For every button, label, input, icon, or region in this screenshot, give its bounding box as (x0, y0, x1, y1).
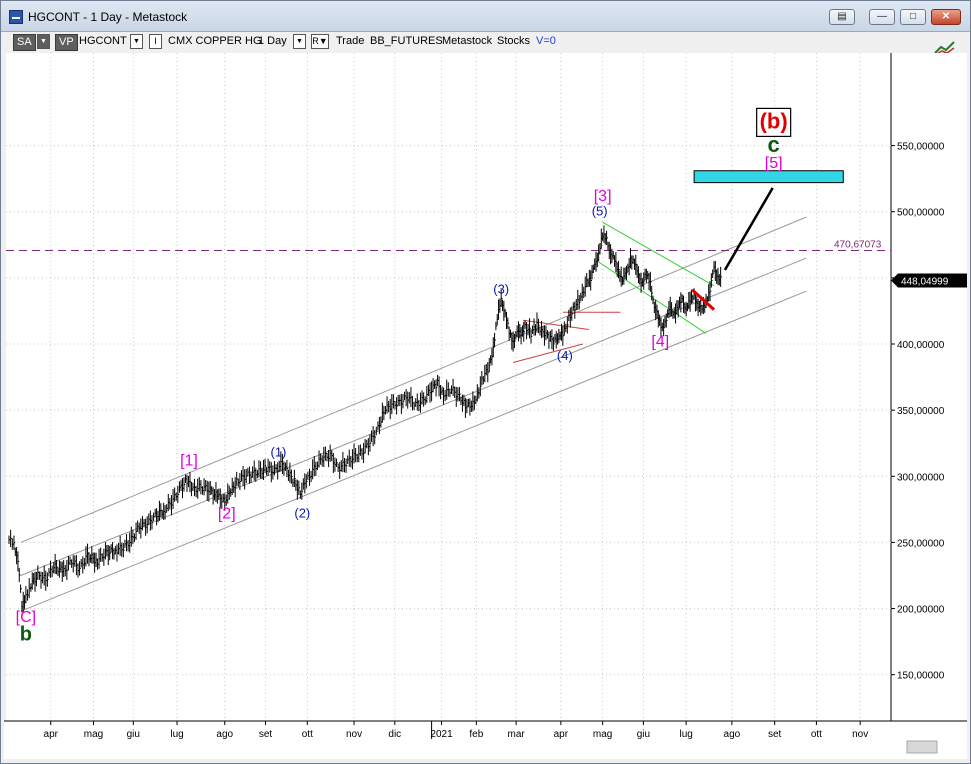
source-label: BB_FUTURES (370, 35, 443, 47)
target-zone-box[interactable] (693, 170, 844, 184)
x-tick-label-10: feb (469, 729, 483, 740)
sa-button[interactable]: SA (13, 34, 36, 51)
last-price-label: 448,04999 (901, 276, 949, 287)
x-tick-label-4: ago (216, 729, 233, 740)
x-tick-label-19: nov (852, 729, 868, 740)
v-label: V=0 (536, 35, 556, 47)
x-tick-label-13: mag (593, 729, 612, 740)
minimize-button[interactable]: — (869, 9, 895, 25)
vp-button[interactable]: VP (55, 34, 78, 51)
trade-label: Trade (336, 35, 365, 47)
projection-line[interactable] (723, 187, 774, 271)
symbol-dropdown-icon[interactable]: ▼ (130, 34, 143, 49)
y-axis-panel (891, 53, 967, 721)
y-tick-label-2: 250,00000 (897, 538, 945, 549)
wave-label-7: (4) (557, 348, 573, 363)
wave-label-3: [2] (218, 506, 236, 523)
horizontal-scrollbar-thumb[interactable] (906, 740, 938, 754)
x-tick-label-5: set (259, 729, 273, 740)
x-tick-label-7: nov (346, 729, 362, 740)
x-tick-label-6: ott (302, 729, 313, 740)
restore-button[interactable]: ▤ (829, 9, 855, 25)
wave-label-9: [3] (594, 188, 612, 205)
x-tick-label-8: dic (388, 729, 401, 740)
chart-app-icon (9, 10, 23, 24)
trend-channel-line-2[interactable] (20, 290, 807, 612)
wave-label-1: b (20, 623, 32, 645)
wave-label-10: [4] (651, 334, 669, 351)
r-button[interactable]: R▼ (311, 34, 329, 49)
y-tick-label-7: 500,00000 (897, 208, 945, 219)
chart-toolbar: SA ▼ VP HGCONT ▼ I CMX COPPER HG 1 Day ▼… (5, 32, 967, 52)
y-tick-label-0: 150,00000 (897, 671, 945, 682)
y-tick-label-3: 300,00000 (897, 472, 945, 483)
wave-label-13: (b) (760, 108, 788, 133)
period-label[interactable]: 1 Day (258, 35, 287, 47)
wave-label-box (756, 107, 792, 137)
stocks-label: Stocks (497, 35, 531, 47)
x-tick-label-2: giu (127, 729, 140, 740)
wave-label-12: c (768, 132, 780, 157)
wave-label-2: [1] (180, 453, 198, 470)
x-tick-label-3: lug (170, 729, 183, 740)
wave-label-4: (1) (271, 444, 287, 459)
down-channel-line-1[interactable] (598, 261, 707, 334)
x-tick-label-11: mar (508, 729, 526, 740)
y-tick-label-8: 550,00000 (897, 142, 945, 153)
x-tick-label-15: lug (679, 729, 692, 740)
wave-label-8: (5) (592, 204, 608, 219)
instrument-label: CMX COPPER HG (168, 35, 262, 47)
x-tick-label-16: ago (724, 729, 741, 740)
title-bar: HGCONT - 1 Day - Metastock ▤ — □ ✕ (1, 1, 970, 32)
wave-label-11: [5] (765, 155, 783, 172)
x-tick-label-17: set (768, 729, 782, 740)
window-title: HGCONT - 1 Day - Metastock (28, 10, 188, 24)
sa-dropdown-icon[interactable]: ▼ (37, 34, 50, 49)
price-chart[interactable]: apr mag giu lug ago set ott nov dic 2021 feb mar apr… (4, 53, 967, 759)
period-dropdown-icon[interactable]: ▼ (293, 34, 306, 49)
down-channel-line-0[interactable] (602, 221, 715, 287)
r-button-label: R (312, 36, 319, 46)
x-tick-label-12: apr (554, 729, 569, 740)
x-tick-label-14: giu (637, 729, 650, 740)
maximize-button[interactable]: □ (900, 9, 926, 25)
last-price-marker (891, 273, 967, 288)
x-tick-label-18: ott (811, 729, 822, 740)
y-tick-label-4: 350,00000 (897, 406, 945, 417)
wave-label-6: (3) (493, 282, 509, 297)
y-tick-label-5: 400,00000 (897, 340, 945, 351)
x-tick-label-0: apr (44, 729, 59, 740)
breakout-line[interactable] (691, 288, 716, 311)
resistance-level-label: 470,67073 (834, 240, 882, 251)
triangle-line-1[interactable] (513, 343, 583, 364)
chart-area[interactable]: apr mag giu lug ago set ott nov dic 2021 feb mar apr… (4, 53, 967, 759)
y-tick-label-1: 200,00000 (897, 605, 945, 616)
wave-label-5: (2) (294, 505, 310, 520)
wave-label-0: [C] (16, 609, 36, 626)
x-axis-panel (4, 721, 967, 759)
trend-channel-line-0[interactable] (20, 216, 807, 543)
x-tick-label-1: mag (84, 729, 103, 740)
close-button[interactable]: ✕ (931, 9, 961, 25)
app-label: Metastock (442, 35, 493, 47)
indicator-button[interactable]: I (149, 34, 162, 49)
symbol-label[interactable]: HGCONT (79, 35, 127, 47)
x-tick-label-9: 2021 (430, 729, 453, 740)
